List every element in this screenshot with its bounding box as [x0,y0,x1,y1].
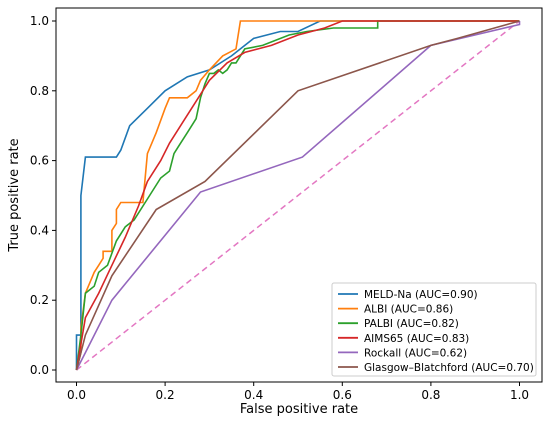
legend-entry-1: ALBI (AUC=0.86) [364,304,453,316]
series-line-2 [75,20,520,371]
legend-entry-2: PALBI (AUC=0.82) [364,318,459,330]
legend-entry-0: MELD-Na (AUC=0.90) [364,289,478,301]
legend-entry-4: Rockall (AUC=0.62) [364,347,467,359]
y-axis-label: True positive rate [7,138,22,252]
legend-box [331,282,537,377]
axis-ticks: 0.0 0.2 0.4 0.6 0.8 1.0 0.0 0.2 0.4 0.6 0.8 1.0 [30,14,529,402]
y-tick-label: 0.2 [30,293,49,307]
y-tick-label: 1.0 [30,14,49,28]
series-line-3 [75,20,520,371]
series-line-4 [75,21,521,371]
x-tick-label: 0.8 [421,388,440,402]
x-tick-label: 1.0 [510,388,529,402]
x-tick-label: 0.0 [67,388,86,402]
x-tick-label: 0.2 [156,388,175,402]
x-axis-label: False positive rate [240,402,358,417]
y-tick-label: 0.6 [30,154,49,168]
y-tick-label: 0.4 [30,223,49,237]
plot-frame [55,7,543,383]
reference-line [76,20,520,371]
legend: MELD-Na (AUC=0.90) ALBI (AUC=0.86) PALBI (… [331,282,537,377]
y-tick-label: 0.0 [30,363,49,377]
legend-entry-5: Glasgow–Blatchford (AUC=0.70) [364,362,534,374]
series-line-1 [75,20,520,371]
x-tick-label: 0.6 [333,388,352,402]
plot-area [75,20,521,371]
y-tick-label: 0.8 [30,84,49,98]
x-tick-label: 0.4 [244,388,263,402]
series-line-0 [75,20,520,370]
legend-entry-3: AIMS65 (AUC=0.83) [364,333,469,345]
series-line-5 [75,20,520,371]
